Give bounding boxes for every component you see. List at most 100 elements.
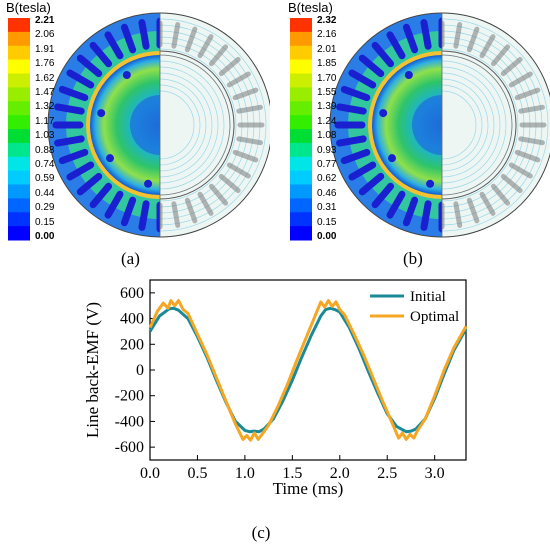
colorbar-tick-label: 1.24 bbox=[317, 115, 337, 127]
colorbar-segment bbox=[290, 59, 312, 74]
stator-slot bbox=[358, 172, 385, 196]
stator-slot bbox=[76, 54, 103, 78]
stator-slot-outline bbox=[466, 197, 480, 224]
colorbar-segment bbox=[8, 156, 30, 172]
colorbar-tick-label: 0.00 bbox=[317, 231, 337, 242]
stator-slot bbox=[371, 182, 395, 209]
colorbar-segment bbox=[8, 59, 30, 74]
colorbar-segment bbox=[290, 170, 312, 185]
flux-contour bbox=[160, 84, 201, 166]
flux-contour bbox=[442, 84, 483, 166]
colorbar-segment bbox=[290, 198, 312, 213]
stator-slot-outline bbox=[514, 87, 541, 101]
panel-label-b: (b) bbox=[403, 249, 423, 268]
stator-slot-outline bbox=[184, 26, 198, 53]
rotor-magnet bbox=[97, 109, 106, 118]
stator-slot bbox=[120, 23, 137, 54]
colorbar-segment bbox=[290, 129, 312, 144]
stator-slot bbox=[58, 85, 89, 102]
colorbar-segment bbox=[8, 31, 30, 47]
series-line-optimal bbox=[148, 299, 468, 442]
colorbar-tick-label: 0.88 bbox=[35, 144, 55, 156]
stator-slot bbox=[386, 31, 406, 60]
stator-slot-outline bbox=[508, 71, 533, 88]
stator-slot-outline bbox=[518, 104, 545, 114]
stator-slot-outline bbox=[208, 183, 229, 206]
x-tick-label: 2.5 bbox=[377, 465, 397, 482]
rotor-outline bbox=[160, 54, 231, 196]
colorbar-tick-label: 0.29 bbox=[35, 202, 55, 214]
stator-slot bbox=[138, 200, 150, 231]
flux-contour bbox=[442, 90, 477, 160]
colorbar-title-b: B(tesla) bbox=[288, 0, 333, 15]
colorbar-tick-label: 0.46 bbox=[317, 187, 337, 199]
colorbar-tick-label: 0.77 bbox=[317, 159, 337, 170]
flux-line-half-b bbox=[442, 12, 550, 238]
stator-slot bbox=[371, 41, 395, 68]
legend-label-optimal: Optimal bbox=[410, 309, 459, 325]
colorbar-tick-label: 1.76 bbox=[35, 58, 55, 70]
stator-slot-outline bbox=[236, 136, 263, 146]
colorbar-tick-label: 0.74 bbox=[35, 159, 55, 170]
stator-slot bbox=[340, 85, 371, 102]
stator-slot bbox=[120, 196, 137, 227]
colorbar-b bbox=[290, 18, 312, 241]
panel-a-graphic bbox=[8, 12, 270, 241]
panel-b-graphic bbox=[290, 12, 550, 241]
stator-slot-outline bbox=[466, 26, 480, 53]
rotor-outline bbox=[442, 54, 513, 196]
colorbar-tick-label: 2.01 bbox=[317, 43, 337, 55]
rotor-magnet bbox=[122, 70, 131, 79]
air-gap-line bbox=[442, 50, 517, 200]
colorbar-tick-label: 2.21 bbox=[35, 15, 55, 26]
rotor-magnet bbox=[387, 154, 396, 163]
shaft-region bbox=[412, 95, 442, 155]
stator-slot bbox=[58, 148, 89, 165]
colorbar-segment bbox=[290, 87, 312, 102]
rotor-magnet bbox=[105, 154, 114, 163]
stator-slot bbox=[358, 54, 385, 78]
colorbar-segment bbox=[8, 142, 30, 158]
stator-slot-outline bbox=[453, 22, 463, 49]
field-map-half-a bbox=[48, 13, 160, 237]
colorbar-segment bbox=[290, 73, 312, 88]
colorbar-segment bbox=[8, 45, 30, 61]
stator-slot bbox=[66, 69, 95, 89]
flux-contour bbox=[160, 18, 267, 232]
colorbar-tick-label: 0.93 bbox=[317, 144, 337, 156]
stator-slot-outline bbox=[500, 56, 523, 77]
x-tick-label: 0.5 bbox=[187, 465, 207, 482]
stator-slot bbox=[420, 19, 432, 50]
colorbar-tick-label: 0.15 bbox=[35, 216, 55, 228]
stator-slot bbox=[386, 190, 406, 219]
colorbar-tick-label: 0.00 bbox=[35, 231, 55, 242]
colorbar-tick-label: 0.15 bbox=[317, 216, 337, 228]
rotor-magnet bbox=[404, 70, 413, 79]
colorbar-tick-label: 1.32 bbox=[35, 101, 55, 113]
y-tick-label: 400 bbox=[120, 311, 144, 328]
flux-contour bbox=[160, 48, 237, 202]
colorbar-tick-label: 1.47 bbox=[35, 87, 55, 98]
stator-slot-outline bbox=[226, 162, 251, 179]
stator-slot bbox=[66, 161, 95, 181]
y-tick-label: -400 bbox=[115, 413, 144, 430]
colorbar-a bbox=[8, 18, 30, 241]
field-map-half-b bbox=[330, 13, 442, 237]
colorbar-segment bbox=[8, 87, 30, 102]
stator-slot-outline bbox=[479, 34, 496, 59]
colorbar-segment bbox=[8, 115, 30, 130]
stator-slot bbox=[348, 161, 377, 181]
colorbar-segment bbox=[290, 212, 312, 227]
colorbar-tick-label: 1.62 bbox=[35, 72, 55, 84]
stator-slot bbox=[104, 190, 124, 219]
stator-slot-outline bbox=[514, 149, 541, 163]
flux-contour bbox=[442, 48, 519, 202]
panel-b: B(tesla) 2.32 2.16 2.01 1.85 1.70 1.55 1.39 1.2… bbox=[282, 0, 550, 270]
colorbar-segment bbox=[290, 142, 312, 158]
stator-slot bbox=[420, 200, 432, 231]
flux-contour bbox=[160, 72, 213, 178]
series-line-initial bbox=[148, 306, 468, 434]
stator-slot bbox=[336, 135, 367, 147]
flux-contour bbox=[442, 78, 489, 172]
colorbar-segment bbox=[8, 198, 30, 213]
